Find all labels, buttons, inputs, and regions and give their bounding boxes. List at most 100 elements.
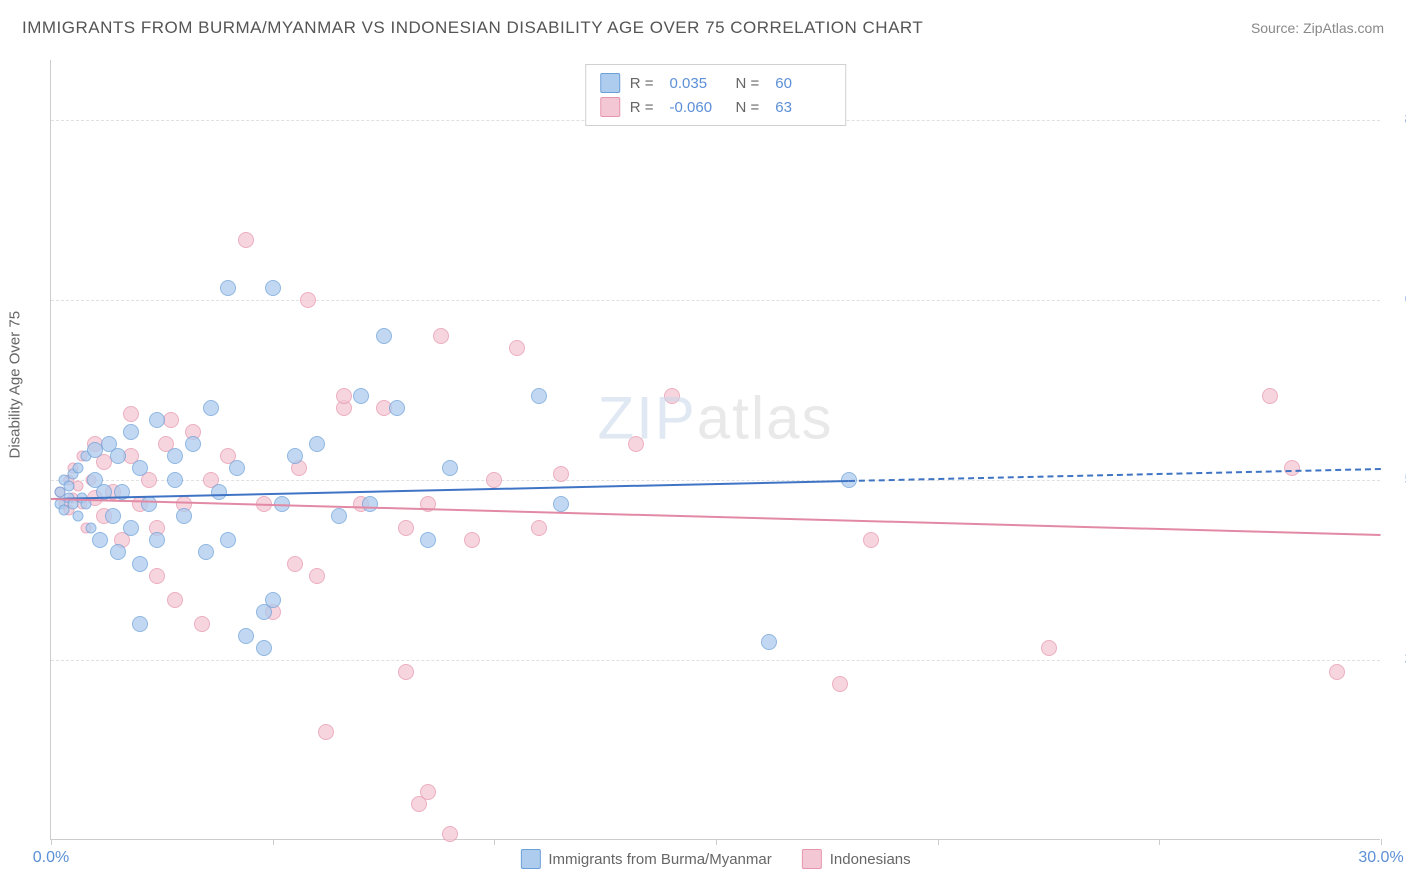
scatter-point-burma — [198, 544, 214, 560]
plot-area: Disability Age Over 75 ZIPatlas R =0.035… — [50, 60, 1380, 840]
scatter-point-burma — [238, 628, 254, 644]
scatter-point-burma — [176, 508, 192, 524]
gridline-horizontal — [51, 480, 1380, 481]
gridline-horizontal — [51, 300, 1380, 301]
y-tick-label: 35.0% — [1390, 651, 1406, 669]
scatter-point-burma — [220, 532, 236, 548]
scatter-point-burma — [123, 424, 139, 440]
scatter-point-indonesians — [420, 784, 436, 800]
scatter-point-burma — [229, 460, 245, 476]
scatter-point-burma — [220, 280, 236, 296]
legend-swatch-icon — [802, 849, 822, 869]
scatter-point-indonesians — [863, 532, 879, 548]
series-legend: Immigrants from Burma/Myanmar Indonesians — [520, 849, 910, 869]
scatter-point-burma — [167, 448, 183, 464]
scatter-point-burma — [256, 640, 272, 656]
scatter-point-burma — [309, 436, 325, 452]
scatter-point-burma — [123, 520, 139, 536]
scatter-point-burma — [72, 463, 83, 474]
scatter-point-burma — [63, 481, 74, 492]
scatter-point-burma — [110, 448, 126, 464]
y-tick-label: 65.0% — [1390, 291, 1406, 309]
scatter-point-indonesians — [287, 556, 303, 572]
scatter-point-indonesians — [1284, 460, 1300, 476]
scatter-point-indonesians — [336, 388, 352, 404]
scatter-point-burma — [362, 496, 378, 512]
scatter-point-burma — [85, 523, 96, 534]
scatter-point-burma — [149, 532, 165, 548]
scatter-point-indonesians — [300, 292, 316, 308]
scatter-point-burma — [167, 472, 183, 488]
scatter-point-indonesians — [486, 472, 502, 488]
series-legend-item: Indonesians — [802, 849, 911, 869]
x-tick — [494, 839, 495, 845]
legend-swatch-icon — [600, 97, 620, 117]
scatter-point-burma — [442, 460, 458, 476]
scatter-point-burma — [376, 328, 392, 344]
scatter-point-burma — [287, 448, 303, 464]
y-axis-label: Disability Age Over 75 — [7, 310, 24, 458]
scatter-point-burma — [761, 634, 777, 650]
scatter-point-burma — [132, 616, 148, 632]
scatter-point-indonesians — [509, 340, 525, 356]
scatter-point-burma — [265, 280, 281, 296]
scatter-point-burma — [331, 508, 347, 524]
scatter-point-indonesians — [433, 328, 449, 344]
series-legend-label: Indonesians — [830, 851, 911, 868]
scatter-point-indonesians — [1329, 664, 1345, 680]
correlation-legend-row: R =-0.060N =63 — [600, 95, 832, 119]
scatter-point-burma — [72, 511, 83, 522]
scatter-point-indonesians — [664, 388, 680, 404]
scatter-point-indonesians — [149, 568, 165, 584]
scatter-point-indonesians — [1041, 640, 1057, 656]
scatter-point-indonesians — [553, 466, 569, 482]
y-tick-label: 50.0% — [1390, 471, 1406, 489]
scatter-point-burma — [132, 556, 148, 572]
series-legend-label: Immigrants from Burma/Myanmar — [548, 851, 771, 868]
scatter-point-burma — [149, 412, 165, 428]
scatter-point-indonesians — [464, 532, 480, 548]
x-tick — [273, 839, 274, 845]
x-tick — [716, 839, 717, 845]
scatter-point-burma — [185, 436, 201, 452]
scatter-point-burma — [203, 400, 219, 416]
series-legend-item: Immigrants from Burma/Myanmar — [520, 849, 771, 869]
x-tick — [938, 839, 939, 845]
legend-swatch-icon — [520, 849, 540, 869]
scatter-point-indonesians — [531, 520, 547, 536]
scatter-point-burma — [389, 400, 405, 416]
scatter-point-burma — [353, 388, 369, 404]
scatter-point-indonesians — [238, 232, 254, 248]
trendline-indonesians — [51, 498, 1381, 536]
chart-title: IMMIGRANTS FROM BURMA/MYANMAR VS INDONES… — [22, 18, 923, 38]
scatter-point-indonesians — [194, 616, 210, 632]
scatter-point-indonesians — [167, 592, 183, 608]
scatter-point-burma — [110, 544, 126, 560]
scatter-point-indonesians — [398, 664, 414, 680]
scatter-point-burma — [265, 592, 281, 608]
scatter-point-indonesians — [832, 676, 848, 692]
scatter-point-indonesians — [123, 406, 139, 422]
y-tick-label: 80.0% — [1390, 111, 1406, 129]
scatter-point-burma — [211, 484, 227, 500]
correlation-legend-row: R =0.035N =60 — [600, 71, 832, 95]
scatter-point-burma — [420, 532, 436, 548]
scatter-point-burma — [553, 496, 569, 512]
correlation-legend: R =0.035N =60R =-0.060N =63 — [585, 64, 847, 126]
scatter-point-burma — [105, 508, 121, 524]
scatter-point-indonesians — [1262, 388, 1278, 404]
scatter-point-indonesians — [318, 724, 334, 740]
scatter-point-burma — [132, 460, 148, 476]
x-tick-label: 30.0% — [1358, 849, 1403, 867]
scatter-point-indonesians — [309, 568, 325, 584]
scatter-point-indonesians — [628, 436, 644, 452]
x-tick-label: 0.0% — [33, 849, 69, 867]
source-attribution: Source: ZipAtlas.com — [1251, 20, 1384, 36]
scatter-point-indonesians — [442, 826, 458, 842]
x-tick — [1381, 839, 1382, 845]
legend-swatch-icon — [600, 73, 620, 93]
x-tick — [51, 839, 52, 845]
scatter-point-indonesians — [398, 520, 414, 536]
scatter-point-burma — [141, 496, 157, 512]
x-tick — [1159, 839, 1160, 845]
